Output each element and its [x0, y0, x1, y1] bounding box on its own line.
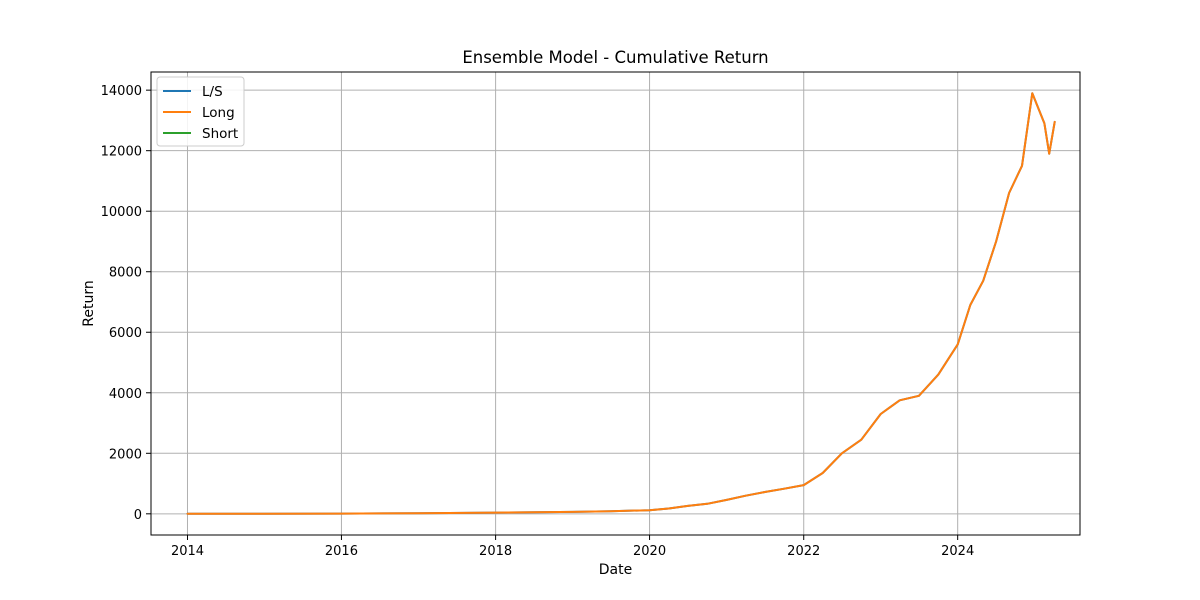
- chart-title: Ensemble Model - Cumulative Return: [462, 48, 768, 67]
- y-tick-label: 6000: [109, 326, 142, 341]
- plot-frame: [150, 71, 1081, 536]
- legend-box: [156, 76, 245, 147]
- series-line-long: [186, 92, 1056, 515]
- y-tick-label: 4000: [109, 387, 142, 402]
- series-lines: [186, 92, 1056, 515]
- y-axis-title: Return: [81, 280, 97, 326]
- y-tick-label: 12000: [101, 145, 142, 160]
- legend-label: Long: [202, 105, 235, 121]
- series-line-l-s: [186, 92, 1056, 515]
- x-tick-label: 2020: [633, 544, 666, 559]
- x-tick-label: 2014: [171, 544, 204, 559]
- y-tick-label: 0: [134, 508, 142, 523]
- y-tick-label: 10000: [101, 205, 142, 220]
- legend-label: L/S: [202, 84, 223, 100]
- legend: L/S Long Short: [156, 76, 245, 147]
- y-tick-label: 8000: [109, 266, 142, 281]
- axis-ticks: 2014 2016 2018 2020 2022 2024 0 2000 4000 6000 800…: [101, 84, 975, 559]
- y-tick-label: 2000: [109, 447, 142, 462]
- x-tick-label: 2024: [941, 544, 974, 559]
- legend-label: Short: [202, 126, 238, 142]
- x-tick-label: 2018: [479, 544, 512, 559]
- x-tick-label: 2016: [325, 544, 358, 559]
- x-tick-label: 2022: [787, 544, 820, 559]
- grid: [151, 72, 1080, 535]
- y-tick-label: 14000: [101, 84, 142, 99]
- x-axis-title: Date: [599, 562, 632, 578]
